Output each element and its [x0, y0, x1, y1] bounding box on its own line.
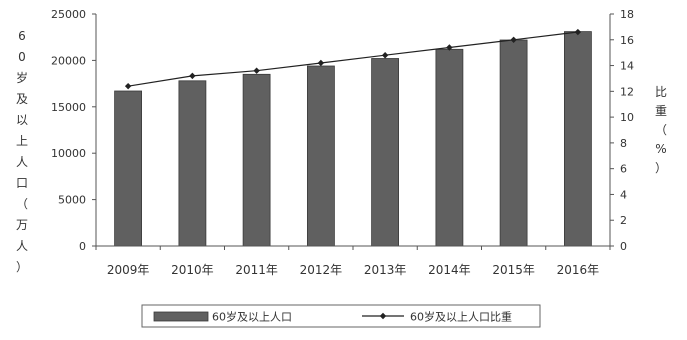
y-axis-title-right-char-1: 重: [655, 104, 667, 118]
right-tick-label-1: 2: [620, 214, 627, 227]
bar-6: [499, 39, 528, 247]
right-tick-label-9: 18: [620, 8, 634, 21]
bar-1: [178, 80, 207, 247]
labels-group: 0 5000 10000 15000 20000 25000 0 2 4 6 8 10 12 14 16 18…: [16, 8, 667, 277]
y-axis-title-right-char-3: %: [655, 142, 666, 156]
y-axis-title-left-char-0: 6: [18, 29, 26, 43]
y-axis-title-right-char-4: ）: [655, 161, 667, 175]
left-tick-label-1: 5000: [58, 194, 86, 207]
legend-label-bar: 60岁及以上人口: [212, 310, 292, 324]
line-point-7: [574, 28, 582, 36]
y-axis-title-left: 60岁及以上人口（万人）: [16, 29, 28, 274]
line-point-4: [381, 52, 389, 59]
y-axis-title-left-char-6: 人: [16, 155, 28, 169]
right-tick-label-6: 12: [620, 85, 634, 98]
line-point-2: [253, 67, 260, 74]
x-tick-label-4: 2013年: [364, 263, 407, 277]
y-axis-title-left-char-3: 及: [16, 92, 28, 106]
left-tick-label-4: 20000: [51, 54, 86, 67]
legend-box: [141, 304, 541, 328]
line-point-3: [317, 59, 325, 67]
left-tick-label-5: 25000: [51, 8, 86, 21]
bar-5: [435, 48, 464, 247]
y-axis-title-left-char-11: ）: [16, 260, 28, 274]
left-tick-label-2: 10000: [51, 147, 86, 160]
y-axis-title-left-char-2: 岁: [16, 70, 28, 85]
bar-0: [114, 90, 142, 247]
bar-3: [306, 65, 335, 247]
y-axis-title-left-char-10: 人: [16, 239, 28, 253]
y-axis-title-left-char-9: 万: [16, 218, 28, 232]
right-tick-label-8: 16: [620, 34, 634, 47]
right-tick-label-4: 8: [620, 137, 627, 150]
line-point-6: [510, 36, 517, 43]
line-series-path: [128, 31, 578, 87]
legend-label-line: 60岁及以上人口比重: [410, 310, 512, 324]
x-tick-label-6: 2015年: [492, 263, 535, 277]
axes-group: [92, 13, 614, 250]
x-tick-label-2: 2011年: [235, 263, 278, 277]
y-axis-title-left-char-8: （: [16, 197, 28, 211]
y-axis-title-right: 比重 （% ）: [655, 85, 667, 175]
legend: 60岁及以上人口 60岁及以上人口比重: [141, 304, 541, 328]
y-axis-title-left-char-4: 以: [16, 113, 28, 127]
right-tick-label-0: 0: [620, 240, 627, 253]
bars-group: [114, 31, 592, 247]
right-tick-label-7: 14: [620, 60, 634, 73]
y-axis-title-right-char-0: 比: [655, 85, 667, 99]
y-axis-title-left-char-5: 上: [16, 134, 28, 148]
line-point-0: [124, 82, 132, 90]
right-tick-label-5: 10: [620, 111, 634, 124]
line-point-1: [189, 72, 196, 80]
x-tick-label-7: 2016年: [557, 263, 600, 277]
legend-swatch-marker: [379, 312, 387, 320]
x-tick-label-0: 2009年: [107, 263, 150, 277]
x-tick-label-1: 2010年: [171, 263, 214, 277]
x-tick-label-3: 2012年: [300, 263, 343, 277]
bar-2: [242, 73, 271, 247]
y-axis-title-left-char-7: 口: [16, 176, 28, 190]
right-tick-label-2: 4: [620, 188, 627, 201]
line-series-group: [124, 28, 582, 90]
y-axis-title-left-char-1: 0: [18, 50, 26, 64]
legend-swatch-bar: [153, 311, 209, 322]
left-tick-label-0: 0: [79, 240, 86, 253]
left-tick-label-3: 15000: [51, 101, 86, 114]
bar-4: [371, 58, 400, 247]
right-tick-label-3: 6: [620, 163, 627, 176]
line-point-5: [446, 44, 453, 51]
y-axis-title-right-char-2: （: [655, 123, 667, 137]
bar-7: [564, 31, 592, 247]
x-tick-label-5: 2014年: [428, 263, 471, 277]
